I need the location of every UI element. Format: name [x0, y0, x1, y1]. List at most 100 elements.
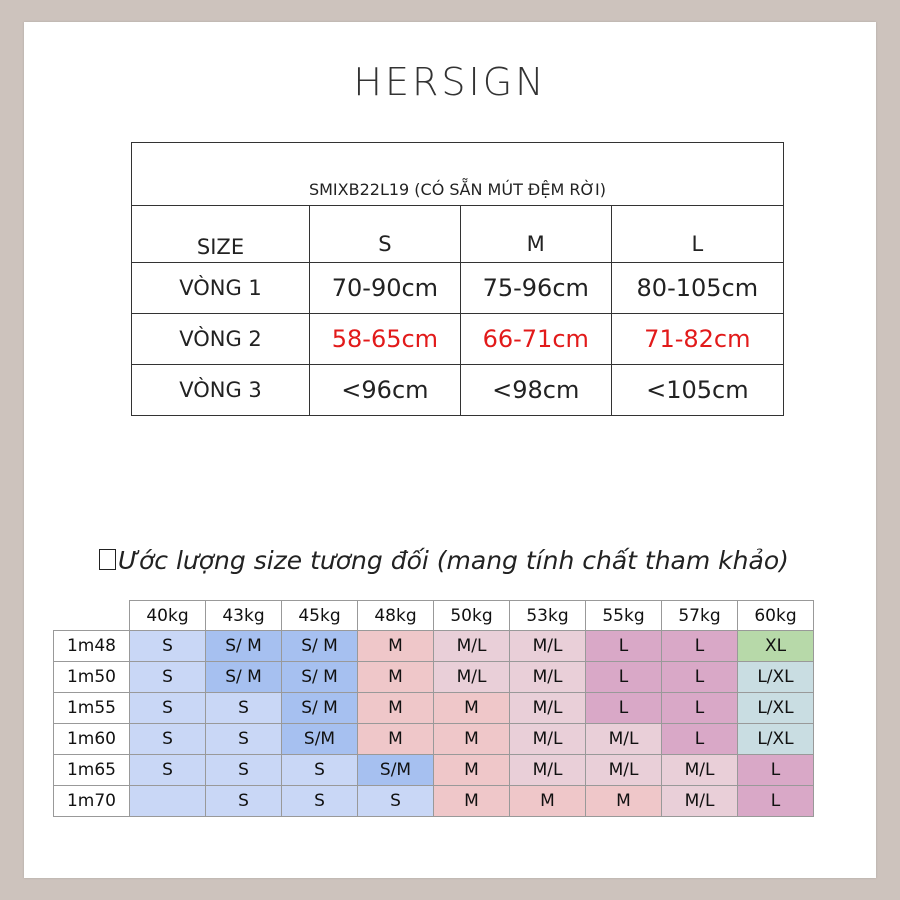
measure-label: VÒNG 1	[131, 262, 310, 314]
checkbox-glyph-icon	[99, 549, 116, 570]
guide-size-cell: L/XL	[737, 692, 814, 724]
guide-header-row: 40kg 43kg 45kg 48kg 50kg 53kg 55kg 57kg 60kg	[53, 600, 814, 631]
guide-row: 1m50 S S/ M S/ M M M/L M/L L L L/XL	[53, 661, 814, 693]
guide-size-cell: M	[357, 630, 434, 662]
guide-size-cell: S	[205, 723, 282, 755]
guide-weight-header: 60kg	[737, 600, 814, 631]
measure-value: <96cm	[309, 364, 461, 416]
measure-value: 70-90cm	[309, 262, 461, 314]
guide-size-cell: L	[585, 661, 662, 693]
guide-size-cell: S/M	[281, 723, 358, 755]
guide-weight-header: 55kg	[585, 600, 662, 631]
guide-size-cell: M/L	[585, 723, 662, 755]
guide-height-label: 1m70	[53, 785, 130, 817]
measure-value: <105cm	[610, 364, 785, 416]
content-card: HERSIGN SMIXB22L19 (CÓ SẴN MÚT ĐỆM RỜI) …	[24, 22, 876, 878]
guide-size-cell: L	[661, 661, 738, 693]
guide-size-cell: L	[661, 630, 738, 662]
guide-weight-header: 53kg	[509, 600, 586, 631]
guide-size-cell: S	[129, 630, 206, 662]
guide-row: 1m60 S S S/M M M M/L M/L L L/XL	[53, 723, 814, 755]
guide-size-cell: M	[585, 785, 662, 817]
guide-size-cell: S/ M	[205, 661, 282, 693]
guide-weight-header: 57kg	[661, 600, 738, 631]
guide-size-cell: M	[509, 785, 586, 817]
guide-size-cell: M/L	[661, 754, 738, 786]
guide-weight-header: 48kg	[357, 600, 434, 631]
measure-label: VÒNG 3	[131, 364, 310, 416]
estimate-heading: Ước lượng size tương đối (mang tính chất…	[99, 546, 819, 575]
guide-size-cell: M/L	[509, 630, 586, 662]
guide-size-cell: S	[357, 785, 434, 817]
size-chart-title: SMIXB22L19 (CÓ SẴN MÚT ĐỆM RỜI)	[131, 142, 784, 206]
guide-row: 1m65 S S S S/M M M/L M/L M/L L	[53, 754, 814, 786]
measure-value-highlight: 66-71cm	[459, 313, 612, 365]
guide-size-cell: M	[357, 692, 434, 724]
size-guide-table: 40kg 43kg 45kg 48kg 50kg 53kg 55kg 57kg 60kg 1m48…	[53, 600, 814, 817]
guide-corner-cell	[53, 600, 130, 631]
guide-height-label: 1m65	[53, 754, 130, 786]
guide-row: 1m48 S S/ M S/ M M M/L M/L L L XL	[53, 630, 814, 662]
guide-size-cell: L	[585, 630, 662, 662]
guide-row: 1m55 S S S/ M M M M/L L L L/XL	[53, 692, 814, 724]
measure-value: 80-105cm	[610, 262, 785, 314]
guide-size-cell: M	[433, 754, 510, 786]
measure-row-2: VÒNG 2 58-65cm 66-71cm 71-82cm	[131, 313, 785, 365]
guide-weight-header: 50kg	[433, 600, 510, 631]
guide-size-cell: S/ M	[281, 630, 358, 662]
guide-size-cell: L	[585, 692, 662, 724]
guide-size-cell: S	[205, 692, 282, 724]
guide-size-cell: M	[433, 785, 510, 817]
guide-size-cell	[129, 785, 206, 817]
guide-size-cell: S	[129, 661, 206, 693]
guide-size-cell: M/L	[509, 692, 586, 724]
guide-size-cell: S	[205, 754, 282, 786]
guide-size-cell: M/L	[661, 785, 738, 817]
guide-size-cell: L	[661, 723, 738, 755]
guide-size-cell: L	[737, 754, 814, 786]
guide-weight-header: 45kg	[281, 600, 358, 631]
guide-size-cell: M	[433, 692, 510, 724]
guide-weight-header: 40kg	[129, 600, 206, 631]
guide-size-cell: S/ M	[281, 661, 358, 693]
guide-height-label: 1m60	[53, 723, 130, 755]
guide-size-cell: S	[129, 723, 206, 755]
estimate-heading-text: Ước lượng size tương đối (mang tính chất…	[118, 546, 789, 575]
guide-row: 1m70 S S S M M M M/L L	[53, 785, 814, 817]
measure-value-highlight: 58-65cm	[309, 313, 461, 365]
guide-size-cell: M	[433, 723, 510, 755]
guide-size-cell: L/XL	[737, 661, 814, 693]
guide-size-cell: S/ M	[281, 692, 358, 724]
guide-size-cell: M/L	[509, 723, 586, 755]
size-header-label: SIZE	[131, 205, 310, 263]
size-header-m: M	[459, 205, 612, 263]
guide-size-cell: S	[129, 754, 206, 786]
brand-logo: HERSIGN	[353, 60, 547, 104]
measure-value-highlight: 71-82cm	[610, 313, 785, 365]
size-header-s: S	[309, 205, 461, 263]
guide-height-label: 1m48	[53, 630, 130, 662]
guide-height-label: 1m50	[53, 661, 130, 693]
guide-size-cell: M/L	[509, 754, 586, 786]
measure-label: VÒNG 2	[131, 313, 310, 365]
guide-size-cell: L	[737, 785, 814, 817]
guide-size-cell: L/XL	[737, 723, 814, 755]
guide-size-cell: M	[357, 661, 434, 693]
guide-size-cell: M	[357, 723, 434, 755]
measure-value: <98cm	[459, 364, 612, 416]
guide-size-cell: L	[661, 692, 738, 724]
guide-height-label: 1m55	[53, 692, 130, 724]
guide-size-cell: S	[281, 785, 358, 817]
guide-size-cell: M/L	[585, 754, 662, 786]
measure-row-3: VÒNG 3 <96cm <98cm <105cm	[131, 364, 785, 416]
guide-size-cell: S/M	[357, 754, 434, 786]
measure-value: 75-96cm	[459, 262, 612, 314]
size-header-l: L	[610, 205, 785, 263]
guide-size-cell: M/L	[509, 661, 586, 693]
guide-size-cell: M/L	[433, 661, 510, 693]
measure-row-1: VÒNG 1 70-90cm 75-96cm 80-105cm	[131, 262, 785, 314]
guide-size-cell: S	[129, 692, 206, 724]
guide-size-cell: M/L	[433, 630, 510, 662]
guide-weight-header: 43kg	[205, 600, 282, 631]
